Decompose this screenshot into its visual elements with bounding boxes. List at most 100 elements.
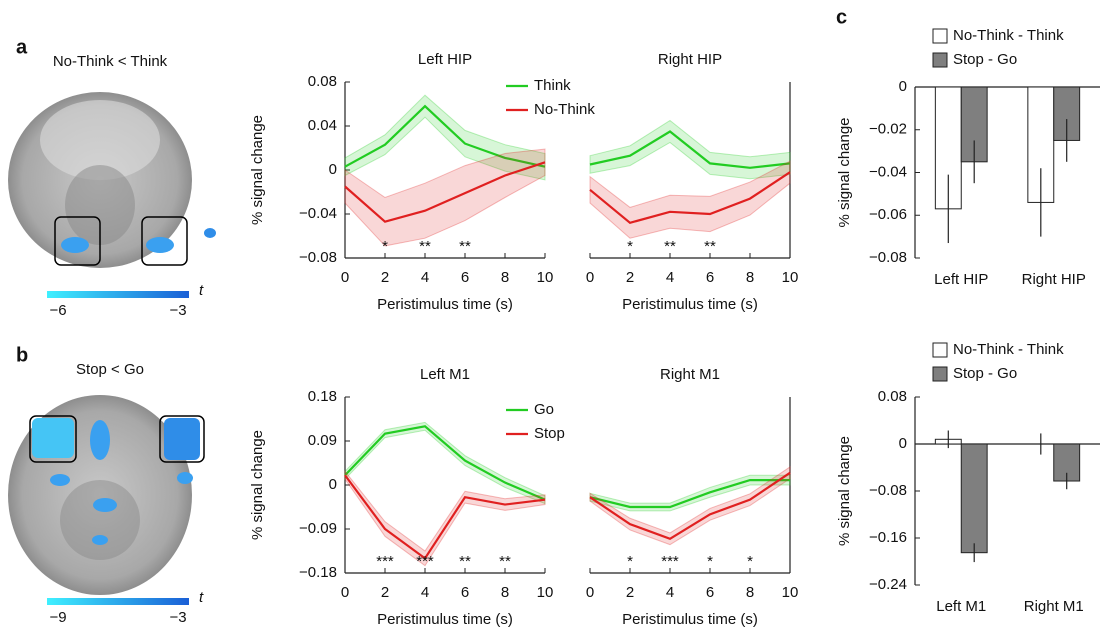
y-tick-label: 0: [899, 78, 907, 95]
panel-label: a: [16, 36, 28, 58]
colorbar: [47, 291, 189, 298]
x-tick-label: 2: [381, 584, 389, 601]
significance-marker: **: [664, 238, 676, 255]
legend-label: No-Think: [534, 101, 595, 118]
significance-marker: **: [704, 238, 716, 255]
y-tick-label: −0.06: [869, 206, 907, 223]
bar: [960, 443, 988, 554]
legend-label: Go: [534, 401, 554, 418]
x-tick-label: 8: [746, 269, 754, 286]
colorbar-label: −3: [169, 609, 186, 626]
y-axis-label: % signal change: [249, 430, 266, 540]
x-tick-label: Right HIP: [1022, 271, 1086, 288]
colorbar-label: −9: [49, 609, 66, 626]
y-tick-label: 0.09: [308, 432, 337, 449]
significance-marker: *: [747, 553, 753, 570]
x-tick-label: 10: [782, 269, 799, 286]
significance-marker: ***: [661, 553, 679, 570]
panel-title: No-Think < Think: [53, 53, 168, 70]
x-tick-label: 8: [501, 584, 509, 601]
x-tick-label: 8: [501, 269, 509, 286]
series-line: [589, 171, 791, 225]
colorbar-unit: t: [199, 589, 204, 606]
series-line: [344, 161, 546, 223]
significance-marker: *: [627, 553, 633, 570]
x-tick-label: Left HIP: [934, 271, 988, 288]
error-band: [344, 94, 546, 181]
x-tick-label: 6: [706, 584, 714, 601]
significance-marker: **: [419, 238, 431, 255]
y-axis-label: % signal change: [249, 115, 266, 225]
y-tick-label: −0.04: [869, 163, 907, 180]
axis-line: [914, 397, 1100, 585]
y-tick-label: −0.08: [869, 482, 907, 499]
y-tick-label: 0.08: [878, 388, 907, 405]
x-tick-label: 2: [381, 269, 389, 286]
panel-title: Stop < Go: [76, 361, 144, 378]
x-axis-label: Peristimulus time (s): [622, 611, 758, 628]
y-tick-label: 0.04: [308, 117, 337, 134]
panel-label: c: [836, 6, 847, 28]
x-tick-label: 8: [746, 584, 754, 601]
x-tick-label: 10: [537, 269, 554, 286]
y-tick-label: 0: [899, 435, 907, 452]
brain-image: [8, 92, 216, 268]
colorbar: [47, 598, 189, 605]
y-tick-label: −0.09: [299, 520, 337, 537]
x-tick-label: Left M1: [936, 598, 986, 615]
y-tick-label: 0.08: [308, 73, 337, 90]
x-tick-label: 0: [341, 269, 349, 286]
x-axis-label: Peristimulus time (s): [377, 296, 513, 313]
series-line: [344, 104, 546, 168]
chart-title: Left M1: [420, 366, 470, 383]
x-tick-label: 6: [706, 269, 714, 286]
y-tick-label: −0.18: [299, 564, 337, 581]
error-band: [589, 465, 791, 546]
legend-label: Stop - Go: [953, 51, 1017, 68]
error-band: [344, 469, 546, 567]
x-tick-label: 2: [626, 269, 634, 286]
error-band: [589, 119, 791, 180]
legend-label: Stop: [534, 425, 565, 442]
x-axis-label: Peristimulus time (s): [377, 611, 513, 628]
significance-marker: ***: [416, 553, 434, 570]
x-tick-label: 0: [586, 269, 594, 286]
significance-marker: **: [499, 553, 511, 570]
series-line: [589, 130, 791, 169]
colorbar-label: −6: [49, 302, 66, 319]
legend-label: No-Think - Think: [953, 341, 1064, 358]
x-tick-label: 4: [666, 584, 674, 601]
chart-title: Right HIP: [658, 51, 722, 68]
axis-line: [590, 397, 791, 574]
significance-marker: **: [459, 238, 471, 255]
colorbar-unit: t: [199, 282, 204, 299]
x-tick-label: 6: [461, 584, 469, 601]
legend-swatch: [932, 28, 948, 44]
x-tick-label: 4: [421, 269, 429, 286]
x-tick-label: 6: [461, 269, 469, 286]
x-tick-label: 10: [782, 584, 799, 601]
series-line: [344, 425, 546, 501]
legend-label: Stop - Go: [953, 365, 1017, 382]
legend-swatch: [932, 52, 948, 68]
legend-swatch: [932, 342, 948, 358]
y-tick-label: −0.02: [869, 121, 907, 138]
series-line: [589, 471, 791, 540]
chart-title: Right M1: [660, 366, 720, 383]
y-axis-label: % signal change: [836, 436, 853, 546]
y-tick-label: 0: [329, 161, 337, 178]
y-tick-label: −0.24: [869, 576, 907, 593]
legend-swatch: [932, 366, 948, 382]
x-tick-label: Right M1: [1024, 598, 1084, 615]
axis-line: [590, 82, 791, 259]
significance-marker: **: [459, 553, 471, 570]
series-line: [344, 474, 546, 560]
y-tick-label: 0: [329, 476, 337, 493]
x-tick-label: 0: [341, 584, 349, 601]
x-tick-label: 4: [421, 584, 429, 601]
x-axis-label: Peristimulus time (s): [622, 296, 758, 313]
chart-title: Left HIP: [418, 51, 472, 68]
y-tick-label: −0.08: [869, 249, 907, 266]
error-band: [344, 421, 546, 505]
legend-label: No-Think - Think: [953, 27, 1064, 44]
